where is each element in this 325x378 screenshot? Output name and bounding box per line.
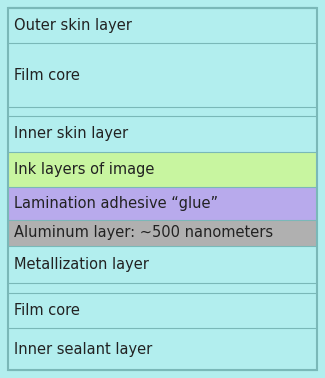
Bar	[8, 116, 317, 152]
Text: Outer skin layer: Outer skin layer	[14, 18, 132, 33]
Bar	[8, 187, 317, 220]
Bar	[8, 107, 317, 116]
Bar	[8, 8, 317, 43]
Bar	[8, 246, 317, 283]
Bar	[8, 328, 317, 370]
Bar	[8, 152, 317, 187]
Bar	[8, 283, 317, 293]
Bar	[8, 220, 317, 246]
Bar	[8, 43, 317, 107]
Text: Lamination adhesive “glue”: Lamination adhesive “glue”	[14, 196, 218, 211]
Text: Aluminum layer: ~500 nanometers: Aluminum layer: ~500 nanometers	[14, 225, 273, 240]
Text: Inner skin layer: Inner skin layer	[14, 127, 128, 141]
Text: Film core: Film core	[14, 68, 80, 83]
Text: Film core: Film core	[14, 303, 80, 318]
Text: Ink layers of image: Ink layers of image	[14, 162, 154, 177]
Text: Metallization layer: Metallization layer	[14, 257, 149, 272]
Text: Inner sealant layer: Inner sealant layer	[14, 341, 152, 356]
Bar	[8, 293, 317, 328]
